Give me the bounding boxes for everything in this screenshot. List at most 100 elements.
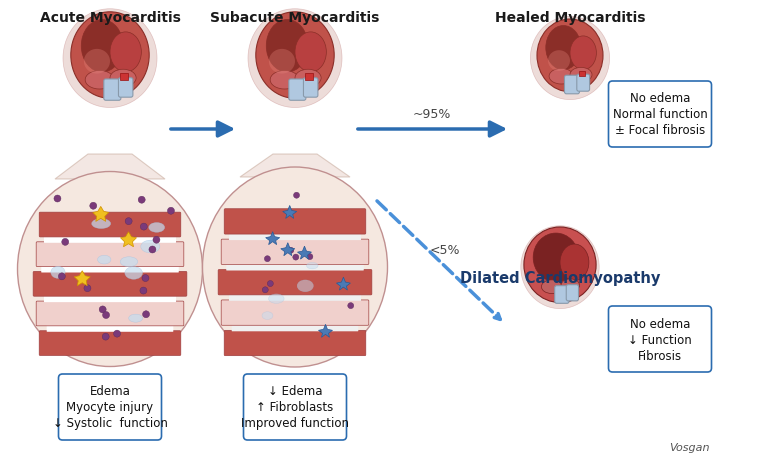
- Ellipse shape: [110, 33, 141, 73]
- Ellipse shape: [149, 223, 165, 233]
- FancyBboxPatch shape: [40, 213, 181, 237]
- Ellipse shape: [110, 70, 136, 87]
- Ellipse shape: [262, 312, 273, 320]
- Circle shape: [264, 256, 271, 262]
- Ellipse shape: [546, 27, 581, 71]
- FancyBboxPatch shape: [609, 306, 711, 372]
- Text: ↑ Fibroblasts: ↑ Fibroblasts: [256, 401, 334, 414]
- FancyBboxPatch shape: [579, 72, 585, 77]
- Circle shape: [288, 248, 294, 254]
- FancyBboxPatch shape: [59, 374, 162, 440]
- Circle shape: [149, 246, 156, 253]
- Ellipse shape: [541, 280, 562, 294]
- Text: No edema: No edema: [630, 317, 690, 330]
- Ellipse shape: [570, 37, 597, 71]
- Circle shape: [103, 312, 109, 319]
- FancyBboxPatch shape: [577, 75, 590, 92]
- Ellipse shape: [141, 241, 160, 253]
- Circle shape: [348, 303, 353, 309]
- FancyBboxPatch shape: [221, 300, 369, 325]
- Polygon shape: [283, 206, 296, 219]
- FancyBboxPatch shape: [303, 78, 318, 98]
- FancyBboxPatch shape: [36, 302, 184, 326]
- Text: No edema: No edema: [630, 92, 690, 105]
- Text: ± Focal fibrosis: ± Focal fibrosis: [615, 124, 705, 137]
- Text: <5%: <5%: [429, 243, 461, 256]
- Polygon shape: [74, 271, 90, 286]
- Text: Fibrosis: Fibrosis: [638, 349, 682, 362]
- Ellipse shape: [297, 280, 313, 292]
- Ellipse shape: [521, 226, 599, 309]
- Ellipse shape: [71, 13, 149, 99]
- Circle shape: [293, 255, 299, 261]
- FancyBboxPatch shape: [229, 294, 361, 301]
- Ellipse shape: [128, 314, 143, 323]
- Polygon shape: [240, 155, 350, 178]
- Text: Subacute Myocarditis: Subacute Myocarditis: [211, 11, 380, 25]
- Circle shape: [268, 281, 274, 287]
- Text: Edema: Edema: [90, 385, 131, 397]
- Text: Dilated Cardiomyopathy: Dilated Cardiomyopathy: [460, 270, 660, 285]
- FancyBboxPatch shape: [221, 240, 369, 265]
- Circle shape: [307, 254, 313, 260]
- Ellipse shape: [17, 172, 202, 367]
- Text: ~95%: ~95%: [413, 108, 451, 121]
- Polygon shape: [93, 207, 109, 222]
- Ellipse shape: [120, 257, 138, 267]
- Circle shape: [102, 333, 109, 341]
- FancyBboxPatch shape: [33, 272, 187, 297]
- FancyBboxPatch shape: [44, 236, 176, 243]
- FancyBboxPatch shape: [289, 80, 306, 101]
- Ellipse shape: [530, 17, 610, 101]
- Ellipse shape: [84, 50, 110, 74]
- Circle shape: [113, 330, 121, 337]
- Ellipse shape: [570, 68, 592, 83]
- Text: Myocyte injury: Myocyte injury: [66, 401, 154, 414]
- FancyBboxPatch shape: [119, 78, 133, 98]
- Ellipse shape: [97, 256, 111, 264]
- Ellipse shape: [534, 234, 578, 282]
- Ellipse shape: [560, 245, 589, 281]
- Ellipse shape: [266, 21, 308, 73]
- Polygon shape: [280, 243, 295, 256]
- FancyBboxPatch shape: [243, 374, 347, 440]
- FancyBboxPatch shape: [224, 330, 366, 356]
- Ellipse shape: [271, 71, 299, 90]
- Ellipse shape: [81, 21, 123, 73]
- FancyBboxPatch shape: [229, 234, 361, 241]
- Ellipse shape: [524, 228, 596, 303]
- Polygon shape: [121, 232, 137, 247]
- Ellipse shape: [537, 20, 603, 93]
- Ellipse shape: [561, 279, 580, 292]
- FancyBboxPatch shape: [104, 80, 121, 101]
- Ellipse shape: [295, 33, 326, 73]
- Ellipse shape: [256, 13, 334, 99]
- Circle shape: [140, 287, 147, 294]
- Circle shape: [138, 197, 145, 204]
- Text: Improved function: Improved function: [241, 417, 349, 430]
- FancyBboxPatch shape: [120, 74, 128, 81]
- Text: ↓ Edema: ↓ Edema: [268, 385, 322, 397]
- Circle shape: [293, 193, 299, 199]
- Circle shape: [142, 275, 149, 282]
- Circle shape: [84, 285, 91, 292]
- Circle shape: [141, 224, 147, 230]
- FancyBboxPatch shape: [609, 82, 711, 148]
- FancyBboxPatch shape: [41, 266, 179, 273]
- Polygon shape: [297, 246, 312, 259]
- Text: ↓ Function: ↓ Function: [628, 333, 692, 346]
- Text: ↓ Systolic  function: ↓ Systolic function: [52, 417, 167, 430]
- FancyBboxPatch shape: [555, 286, 569, 304]
- Polygon shape: [266, 232, 280, 245]
- Circle shape: [262, 287, 268, 293]
- Ellipse shape: [268, 294, 284, 304]
- Ellipse shape: [548, 51, 570, 72]
- Text: Healed Myocarditis: Healed Myocarditis: [495, 11, 645, 25]
- FancyBboxPatch shape: [565, 76, 579, 95]
- Circle shape: [125, 218, 132, 225]
- Circle shape: [153, 237, 160, 244]
- FancyBboxPatch shape: [40, 331, 181, 356]
- Ellipse shape: [85, 71, 114, 90]
- FancyBboxPatch shape: [232, 325, 358, 331]
- Ellipse shape: [92, 219, 111, 229]
